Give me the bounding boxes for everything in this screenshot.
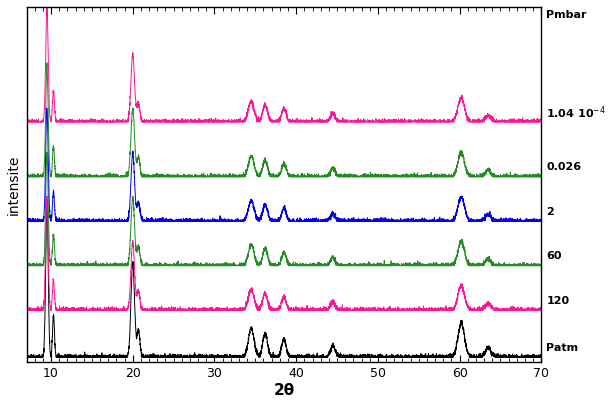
Text: Patm: Patm — [546, 343, 579, 353]
X-axis label: 2θ: 2θ — [273, 383, 294, 398]
Text: 120: 120 — [546, 296, 569, 306]
Text: Pmbar: Pmbar — [546, 10, 587, 20]
Text: 2: 2 — [546, 207, 554, 217]
Text: 60: 60 — [546, 251, 562, 261]
Y-axis label: intensite: intensite — [7, 154, 21, 215]
Text: 0.026: 0.026 — [546, 162, 582, 173]
Text: 1.04 10$^{-4}$: 1.04 10$^{-4}$ — [546, 104, 606, 121]
